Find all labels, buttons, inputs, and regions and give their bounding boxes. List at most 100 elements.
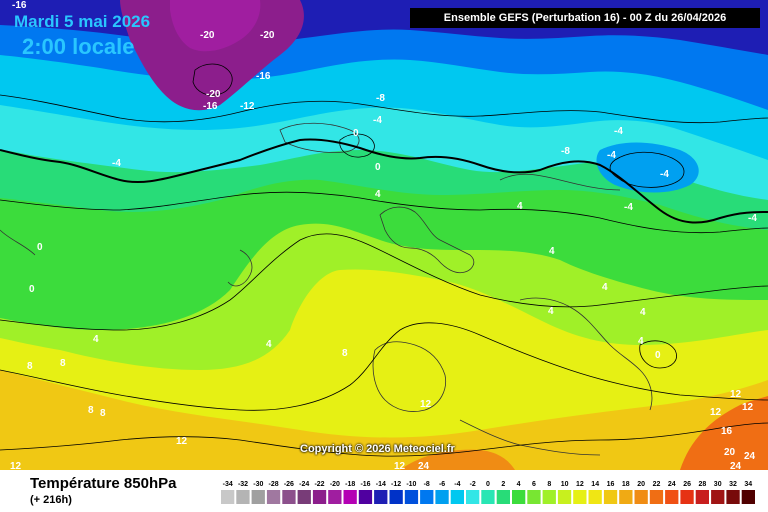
scale-color-swatch	[297, 490, 311, 504]
scale-tick-label: 12	[576, 481, 584, 488]
scale-color-swatch	[236, 490, 250, 504]
scale-color-swatch	[266, 490, 281, 504]
temperature-color-scale: -34 -32 -30 -28 -26 -24 -22 -20 -18 -16 -14 -12 -10-…	[221, 481, 755, 504]
isotherm-label: 12	[710, 407, 722, 418]
zero-isotherm-line	[0, 138, 768, 224]
scale-color-swatch	[389, 490, 403, 504]
greenland-cold-core	[120, 0, 304, 111]
isotherm-label: 24	[744, 451, 756, 462]
scale-tick-label: -32	[238, 481, 248, 488]
isotherm-label: 8	[88, 405, 94, 416]
isotherm-label: -4	[748, 213, 757, 224]
scale-color-swatch	[282, 490, 296, 504]
isotherm-label: 0	[655, 350, 661, 361]
isotherm-label: -4	[112, 158, 121, 169]
scale-color-swatch	[251, 490, 265, 504]
temp-zone-hot	[680, 396, 768, 470]
scale-tick-label: 6	[532, 481, 536, 488]
scale-tick-label: 8	[547, 481, 551, 488]
scale-color-swatch	[343, 490, 357, 504]
isotherm-labels: -16 -20 -20 -16 -20 -16 -12 -8 -4 0 -4 0…	[10, 0, 757, 470]
isotherm-label: 12	[394, 461, 406, 470]
isotherm-label: 12	[730, 389, 742, 400]
isotherm-label: 4	[93, 334, 99, 345]
scale-color-swatch	[680, 490, 694, 504]
scale-color-swatch	[358, 490, 373, 504]
scale-color-swatch	[466, 490, 480, 504]
scale-tick-label: -14	[376, 481, 386, 488]
scale-tick-label: 14	[591, 481, 599, 488]
isotherm-label: -12	[240, 101, 255, 112]
scale-tick-label: -18	[345, 481, 355, 488]
scale-color-swatch	[450, 490, 464, 504]
isotherm-label: 4	[640, 307, 646, 318]
isotherm-label: 4	[548, 306, 554, 317]
model-info-banner: Ensemble GEFS (Perturbation 16) - 00 Z d…	[410, 8, 760, 28]
forecast-local-time: 2:00 locale	[22, 34, 135, 59]
scale-tick-label: 34	[744, 481, 752, 488]
forecast-hour: (+ 216h)	[30, 494, 72, 506]
scale-color-swatch	[619, 490, 633, 504]
scale-tick-label: 28	[699, 481, 707, 488]
scale-tick-label: 2	[501, 481, 505, 488]
isotherm-label: 16	[721, 426, 733, 437]
isotherm-label: 8	[100, 408, 106, 419]
isotherm-label: 24	[418, 461, 430, 470]
scale-tick-label: -26	[284, 481, 294, 488]
isotherm-label: -4	[373, 115, 382, 126]
scale-tick-label: -28	[269, 481, 279, 488]
isotherm-label: -4	[624, 202, 633, 213]
temp-zone-hot-africa	[400, 449, 515, 470]
isotherm-label: 12	[742, 402, 754, 413]
scale-tick-label: 18	[622, 481, 630, 488]
temperature-map: -16 -20 -20 -16 -20 -16 -12 -8 -4 0 -4 0…	[0, 0, 768, 470]
scale-color-swatch	[741, 490, 755, 504]
scale-color-swatch	[404, 490, 419, 504]
scale-tick-label: -12	[391, 481, 401, 488]
isotherm-label: 8	[60, 358, 66, 369]
scale-color-swatch	[527, 490, 541, 504]
isotherm-label: -16	[12, 0, 27, 11]
isotherm-label: 20	[724, 447, 736, 458]
scale-color-swatch	[312, 490, 327, 504]
isotherm-label: 12	[176, 436, 188, 447]
scale-tick-label: -30	[253, 481, 263, 488]
scale-color-swatch	[374, 490, 388, 504]
scale-color-swatch	[573, 490, 587, 504]
scale-color-swatch	[557, 490, 572, 504]
isotherm-label: 8	[27, 361, 33, 372]
scale-color-swatch	[496, 490, 510, 504]
scale-color-swatch	[221, 490, 235, 504]
scale-tick-label: -4	[454, 481, 460, 488]
isotherm-label: -4	[660, 169, 669, 180]
scale-color-swatch	[512, 490, 526, 504]
scale-color-swatch	[634, 490, 648, 504]
isotherm-label: 8	[342, 348, 348, 359]
scale-color-swatch	[665, 490, 679, 504]
scale-color-swatch	[435, 490, 449, 504]
scale-color-swatch	[542, 490, 556, 504]
scale-tick-label: -34	[223, 481, 233, 488]
isotherm-label: -8	[561, 146, 570, 157]
isotherm-label: 4	[638, 336, 644, 347]
scale-color-swatch	[603, 490, 618, 504]
scale-tick-label: 4	[517, 481, 521, 488]
scale-tick-label: -10	[406, 481, 416, 488]
scale-tick-label: -20	[330, 481, 340, 488]
variable-title: Température 850hPa	[30, 475, 177, 492]
scale-color-swatch	[328, 490, 342, 504]
scale-tick-label: -22	[314, 481, 324, 488]
isotherm-label: -4	[614, 126, 623, 137]
scale-tick-label: 32	[729, 481, 737, 488]
copyright-notice: Copyright © 2026 Meteociel.fr	[300, 443, 455, 455]
isotherm-label: -20	[260, 30, 275, 41]
isotherm-label: -20	[206, 89, 221, 100]
isotherm-label: 4	[549, 246, 555, 257]
scale-tick-label: 30	[714, 481, 722, 488]
scale-tick-label: -24	[299, 481, 309, 488]
scale-tick-label: 10	[561, 481, 569, 488]
isotherm-label: 0	[37, 242, 43, 253]
scale-color-swatch	[420, 490, 434, 504]
greenland-cold-core-inner	[170, 0, 261, 52]
